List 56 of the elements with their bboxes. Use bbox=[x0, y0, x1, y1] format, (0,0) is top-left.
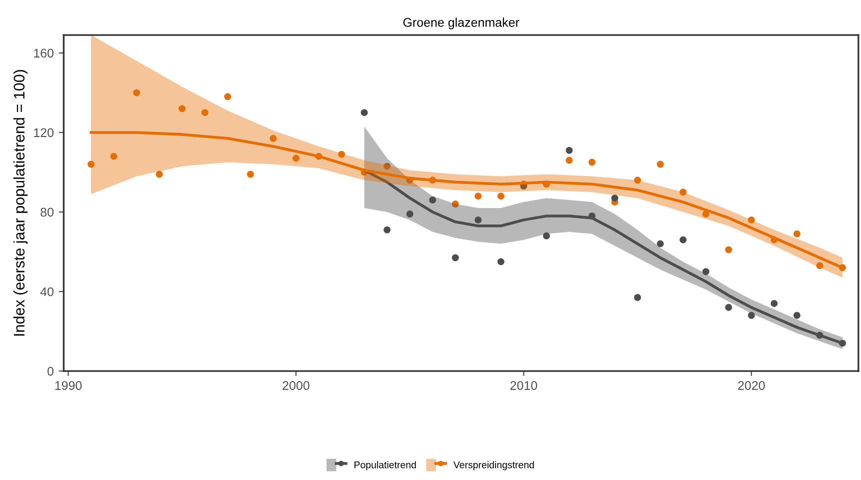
point bbox=[702, 210, 710, 218]
point bbox=[588, 158, 596, 166]
point bbox=[474, 216, 482, 224]
point bbox=[360, 109, 368, 116]
point bbox=[133, 89, 140, 96]
point bbox=[384, 162, 391, 170]
point bbox=[770, 300, 778, 307]
point bbox=[566, 146, 573, 154]
legend-label: Verspreidingstrend bbox=[453, 461, 534, 470]
legend-label: Populatietrend bbox=[354, 461, 416, 470]
point bbox=[542, 232, 550, 240]
point bbox=[634, 176, 642, 184]
point bbox=[816, 262, 824, 270]
point bbox=[338, 150, 346, 158]
point bbox=[270, 134, 277, 142]
point bbox=[201, 109, 208, 116]
y-tick-label: 40 bbox=[40, 287, 54, 296]
point bbox=[497, 258, 504, 266]
point bbox=[406, 210, 414, 218]
point bbox=[384, 226, 391, 234]
point bbox=[474, 192, 482, 200]
y-tick-label: 0 bbox=[48, 366, 54, 376]
point bbox=[656, 240, 664, 248]
point bbox=[292, 154, 300, 162]
point bbox=[452, 254, 459, 262]
point bbox=[634, 294, 642, 301]
x-tick-label: 2020 bbox=[738, 381, 765, 390]
y-tick-label: 80 bbox=[40, 208, 54, 217]
point bbox=[178, 105, 186, 112]
point bbox=[748, 216, 755, 224]
x-tick-label: 2000 bbox=[282, 381, 310, 390]
point bbox=[702, 268, 710, 276]
x-tick-label: 2010 bbox=[510, 381, 538, 390]
point bbox=[156, 170, 163, 178]
point bbox=[725, 304, 732, 311]
point bbox=[224, 93, 232, 100]
x-tick-label: 1990 bbox=[55, 381, 82, 390]
point bbox=[246, 170, 254, 178]
point bbox=[566, 156, 573, 164]
point bbox=[793, 312, 800, 319]
point bbox=[680, 236, 687, 244]
point bbox=[452, 200, 459, 208]
point bbox=[748, 312, 755, 319]
point bbox=[680, 188, 687, 196]
y-axis-title: Index (eerste jaar populatietrend = 100) bbox=[13, 70, 28, 336]
point bbox=[725, 246, 732, 254]
point bbox=[656, 160, 664, 168]
y-tick-label: 160 bbox=[34, 48, 54, 58]
chart-title: Groene glazenmaker bbox=[403, 18, 520, 30]
point bbox=[110, 152, 118, 160]
point bbox=[429, 196, 436, 204]
point bbox=[88, 160, 95, 168]
point bbox=[497, 192, 504, 200]
point bbox=[793, 230, 800, 238]
point bbox=[611, 194, 618, 202]
y-tick-label: 120 bbox=[34, 128, 54, 138]
